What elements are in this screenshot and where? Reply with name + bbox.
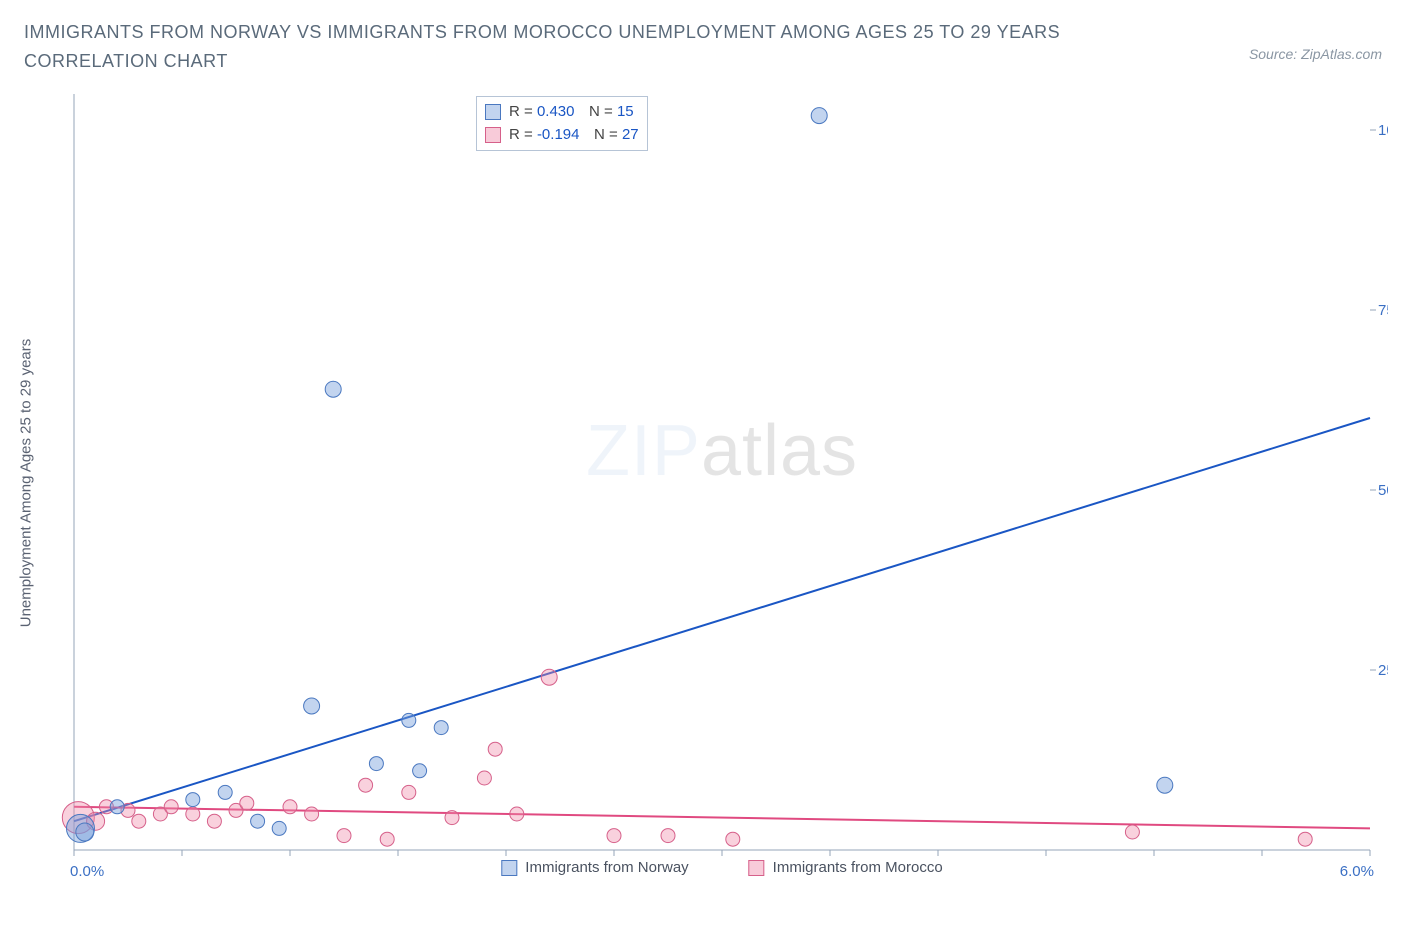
chart-source: Source: ZipAtlas.com xyxy=(1249,18,1382,62)
data-point xyxy=(607,829,621,843)
legend-statistics: R = 0.430 N = 15R = -0.194 N = 27 xyxy=(476,96,648,151)
legend-item: Immigrants from Norway xyxy=(501,859,688,876)
legend-swatch-icon xyxy=(485,104,501,120)
data-point xyxy=(132,814,146,828)
legend-item: Immigrants from Morocco xyxy=(749,859,943,876)
legend-stat-row: R = -0.194 N = 27 xyxy=(485,124,639,147)
data-point xyxy=(240,796,254,810)
data-point xyxy=(1125,825,1139,839)
y-tick-label: 50.0% xyxy=(1378,482,1388,499)
data-point xyxy=(359,778,373,792)
legend-stat-row: R = 0.430 N = 15 xyxy=(485,101,639,124)
x-tick-label: 6.0% xyxy=(1340,863,1374,878)
data-point xyxy=(380,832,394,846)
data-point xyxy=(445,811,459,825)
data-point xyxy=(811,108,827,124)
trend-line xyxy=(74,807,1370,829)
data-point xyxy=(251,814,265,828)
chart-title: IMMIGRANTS FROM NORWAY VS IMMIGRANTS FRO… xyxy=(24,18,1124,76)
data-point xyxy=(510,807,524,821)
data-point xyxy=(434,721,448,735)
data-point xyxy=(477,771,491,785)
data-point xyxy=(272,821,286,835)
data-point xyxy=(402,713,416,727)
data-point xyxy=(1157,777,1173,793)
data-point xyxy=(1298,832,1312,846)
legend-swatch-icon xyxy=(501,860,517,876)
data-point xyxy=(186,807,200,821)
data-point xyxy=(661,829,675,843)
data-point xyxy=(207,814,221,828)
data-point xyxy=(325,381,341,397)
data-point xyxy=(541,669,557,685)
scatter-chart: 25.0% 50.0% 75.0% 100.0% 0.0% 6.0% xyxy=(56,88,1388,878)
data-point xyxy=(337,829,351,843)
bottom-legend: Immigrants from Norway Immigrants from Mo… xyxy=(501,859,942,876)
y-axis-label: Unemployment Among Ages 25 to 29 years xyxy=(18,339,35,628)
legend-label: Immigrants from Morocco xyxy=(773,859,943,876)
data-point xyxy=(186,793,200,807)
legend-swatch-icon xyxy=(485,127,501,143)
data-point xyxy=(164,800,178,814)
data-point xyxy=(726,832,740,846)
data-point xyxy=(369,757,383,771)
x-tick-label: 0.0% xyxy=(70,863,104,878)
chart-area: Unemployment Among Ages 25 to 29 years Z… xyxy=(56,88,1388,878)
y-tick-label: 100.0% xyxy=(1378,122,1388,139)
legend-label: Immigrants from Norway xyxy=(525,859,688,876)
data-point xyxy=(218,785,232,799)
legend-swatch-icon xyxy=(749,860,765,876)
data-point xyxy=(305,807,319,821)
data-point xyxy=(402,785,416,799)
data-point xyxy=(304,698,320,714)
data-point xyxy=(488,742,502,756)
chart-header: IMMIGRANTS FROM NORWAY VS IMMIGRANTS FRO… xyxy=(0,0,1406,84)
trend-line xyxy=(74,418,1370,821)
y-tick-label: 75.0% xyxy=(1378,302,1388,319)
data-point xyxy=(283,800,297,814)
y-tick-label: 25.0% xyxy=(1378,662,1388,679)
data-point xyxy=(110,800,124,814)
data-point xyxy=(76,823,94,841)
data-point xyxy=(413,764,427,778)
